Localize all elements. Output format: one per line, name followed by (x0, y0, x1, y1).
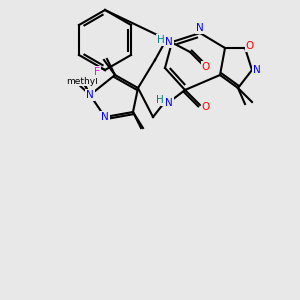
Text: N: N (86, 90, 94, 100)
Text: N: N (253, 65, 261, 75)
Text: N: N (165, 37, 173, 47)
Text: O: O (202, 62, 210, 72)
Text: methyl: methyl (66, 76, 98, 85)
Text: O: O (246, 41, 254, 51)
Text: O: O (202, 102, 210, 112)
Text: H: H (156, 95, 164, 105)
Text: N: N (165, 98, 173, 108)
Text: N: N (196, 23, 204, 33)
Text: F: F (94, 67, 100, 77)
Text: N: N (101, 112, 109, 122)
Text: H: H (157, 35, 165, 45)
